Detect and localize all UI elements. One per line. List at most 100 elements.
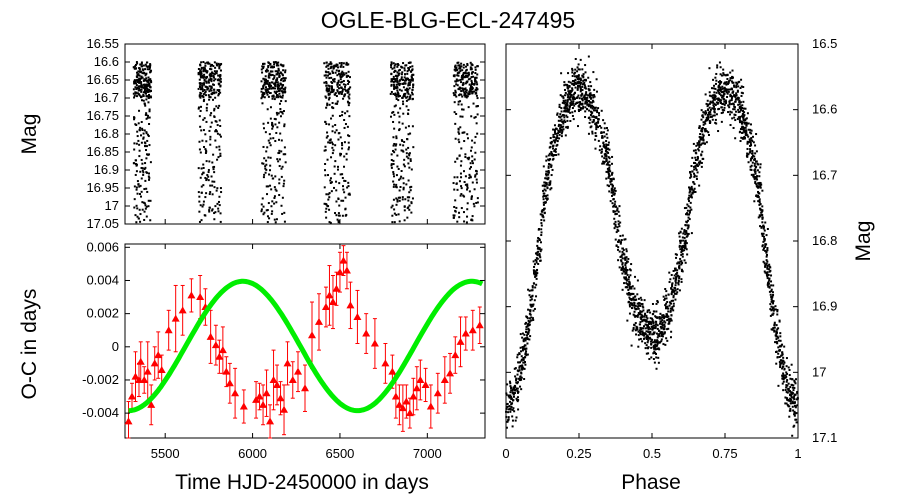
phased-point [691, 170, 694, 173]
phased-point [640, 328, 643, 331]
light-curve-point [212, 74, 215, 77]
light-curve-point [324, 174, 327, 177]
light-curve-point [329, 179, 332, 182]
light-curve-point [465, 91, 468, 94]
light-curve-point [271, 73, 274, 76]
light-curve-point [212, 168, 215, 171]
light-curve-point [140, 166, 143, 169]
light-curve-point [209, 135, 212, 138]
light-curve-point [470, 72, 473, 75]
phased-point [574, 68, 577, 71]
light-curve-point [452, 216, 455, 219]
phased-point [729, 93, 732, 96]
phased-point [547, 166, 550, 169]
light-curve-point [335, 180, 338, 183]
light-curve-point [200, 105, 203, 108]
phased-point [592, 71, 595, 74]
phased-point [775, 338, 778, 341]
oc-point [461, 329, 470, 337]
y-tick-label: 17 [105, 198, 119, 213]
light-curve-point [400, 66, 403, 69]
phased-point [627, 291, 630, 294]
phased-point [527, 319, 530, 322]
light-curve-point [214, 130, 217, 133]
phased-point [688, 218, 691, 221]
phased-point [742, 137, 745, 140]
light-curve-point [405, 152, 408, 155]
phased-point [739, 140, 742, 143]
phased-point [680, 227, 683, 230]
light-curve-point [282, 80, 285, 83]
phased-point [589, 81, 592, 84]
light-curve-point [275, 92, 278, 95]
phased-point [744, 134, 747, 137]
light-curve-point [410, 91, 413, 94]
light-curve-point [335, 69, 338, 72]
light-curve-point [134, 82, 137, 85]
phased-point [558, 103, 561, 106]
light-curve-point [325, 76, 328, 79]
light-curve-point [211, 184, 214, 187]
light-curve-point [466, 95, 469, 98]
phased-point [761, 216, 764, 219]
phased-point [723, 82, 726, 85]
phased-point [578, 68, 581, 71]
light-curve-point [325, 106, 328, 109]
phased-point [574, 71, 577, 74]
phased-point [718, 83, 721, 86]
light-curve-point [142, 99, 145, 102]
phased-point [549, 137, 552, 140]
light-curve-point [468, 92, 471, 95]
light-curve-point [474, 76, 477, 79]
phased-point [594, 132, 597, 135]
light-curve-point [396, 85, 399, 88]
light-curve-point [344, 85, 347, 88]
phased-point [639, 304, 642, 307]
light-curve-point [467, 106, 470, 109]
phased-point [770, 295, 773, 298]
phased-point [545, 155, 548, 158]
phased-point [713, 105, 716, 108]
oc-point [269, 375, 278, 383]
phased-point [792, 409, 795, 412]
phased-point [598, 125, 601, 128]
phased-point [759, 186, 762, 189]
phased-point [629, 287, 632, 290]
light-curve-point [205, 192, 208, 195]
light-curve-point [327, 205, 330, 208]
phased-point [773, 330, 776, 333]
light-curve-point [474, 68, 477, 71]
phased-point [507, 408, 510, 411]
light-curve-point [199, 70, 202, 73]
light-curve-point [134, 65, 137, 68]
light-curve-point [337, 221, 340, 224]
light-curve-point [475, 94, 478, 97]
light-curve-point [325, 96, 328, 99]
phased-point [621, 268, 624, 271]
light-curve-point [472, 102, 475, 105]
phased-point [581, 89, 584, 92]
light-curve-point [403, 79, 406, 82]
phased-point [715, 122, 718, 125]
phased-point [607, 176, 610, 179]
phased-point [764, 221, 767, 224]
phased-point [649, 337, 652, 340]
light-curve-point [391, 67, 394, 70]
light-curve-point [216, 124, 219, 127]
light-curve-point [395, 213, 398, 216]
phased-point [750, 137, 753, 140]
light-curve-point [475, 172, 478, 175]
light-curve-point [282, 88, 285, 91]
phased-point [784, 402, 787, 405]
phased-point [789, 386, 792, 389]
phased-point [716, 102, 719, 105]
light-curve-point [393, 85, 396, 88]
phased-point [762, 260, 765, 263]
phased-point [731, 95, 734, 98]
light-curve-point [268, 92, 271, 95]
phased-point [773, 329, 776, 332]
light-curve-point [133, 79, 136, 82]
light-curve-point [466, 208, 469, 211]
light-curve-point [142, 83, 145, 86]
light-curve-point [326, 88, 329, 91]
